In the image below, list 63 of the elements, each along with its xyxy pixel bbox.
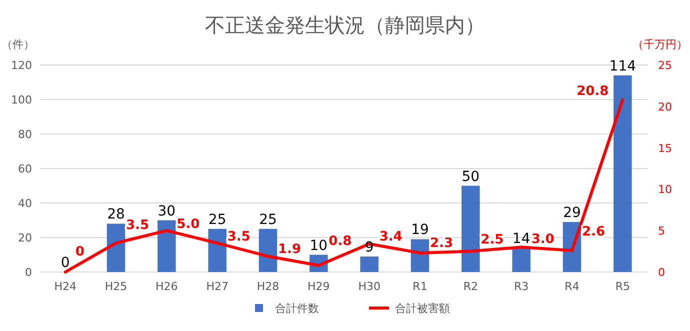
data-label: 5.0	[176, 217, 200, 232]
y2-tick-label: 25	[658, 59, 672, 72]
y-tick-label: 0	[25, 266, 32, 279]
data-label: 0.8	[328, 234, 352, 250]
data-label: 19	[411, 222, 429, 238]
data-label: 20.8	[576, 84, 609, 99]
x-tick-label: R2	[463, 280, 478, 293]
data-label: 0	[60, 255, 70, 271]
data-label: 114	[609, 58, 636, 74]
y-tick-label: 60	[18, 162, 32, 176]
bar	[410, 239, 430, 272]
legend-label: 合計件数	[275, 302, 319, 315]
bar	[360, 256, 378, 272]
x-tick-label: H25	[104, 280, 128, 293]
y-tick-label: 20	[18, 232, 32, 244]
bar	[258, 228, 278, 272]
x-tick-label: R3	[514, 280, 529, 293]
data-label: 2.3	[430, 236, 454, 251]
line-series	[64, 98, 624, 274]
data-label: 3.0	[531, 232, 554, 247]
data-label: 14	[512, 230, 530, 247]
y-tick-label: 120	[11, 59, 32, 72]
data-label: 3.4	[379, 230, 402, 245]
data-label: 50	[462, 168, 480, 185]
bar	[614, 75, 632, 272]
x-tick-label: H26	[156, 280, 178, 293]
data-label: 0	[75, 244, 84, 260]
x-tick-label: H30	[358, 280, 380, 293]
bar	[512, 248, 530, 272]
y2-tick-label: 5	[658, 224, 665, 238]
data-label: 1.9	[278, 242, 302, 258]
y2-tick-label: 15	[658, 142, 672, 155]
chart-title: 不正送金発生状況（静岡県内）	[205, 13, 485, 37]
data-label: 28	[107, 206, 125, 223]
data-label: 3.5	[227, 230, 250, 245]
data-label: 3.5	[126, 218, 150, 234]
y-tick-label: 80	[18, 128, 32, 141]
y2-tick-label: 10	[658, 183, 672, 196]
x-tick-label: H28	[256, 280, 280, 293]
y-tick-label: 40	[18, 197, 32, 210]
y-axis-title: （件）	[2, 38, 34, 51]
x-tick-label: R1	[412, 280, 428, 293]
y2-axis-title: （千万円）	[632, 38, 688, 51]
x-tick-label: R5	[615, 280, 630, 293]
bar	[208, 228, 226, 272]
data-label: 2.6	[582, 224, 606, 240]
data-label: 29	[563, 204, 581, 221]
x-tick-label: R4	[564, 280, 580, 293]
x-tick-label: H27	[206, 280, 228, 293]
data-label: 25	[208, 212, 226, 228]
data-label: 25	[259, 212, 277, 228]
x-tick-label: H24	[54, 280, 76, 293]
y2-tick-label: 0	[658, 266, 665, 279]
y2-tick-label: 20	[658, 100, 672, 114]
bar	[158, 220, 176, 272]
x-tick-label: H29	[308, 280, 330, 293]
bar	[462, 186, 480, 272]
y-tick-label: 100	[11, 94, 32, 106]
data-label: 10	[310, 238, 328, 254]
data-label: 30	[158, 203, 176, 220]
data-label: 2.5	[480, 232, 504, 248]
bar	[106, 224, 126, 272]
legend-label: 合計被害額	[395, 302, 450, 315]
